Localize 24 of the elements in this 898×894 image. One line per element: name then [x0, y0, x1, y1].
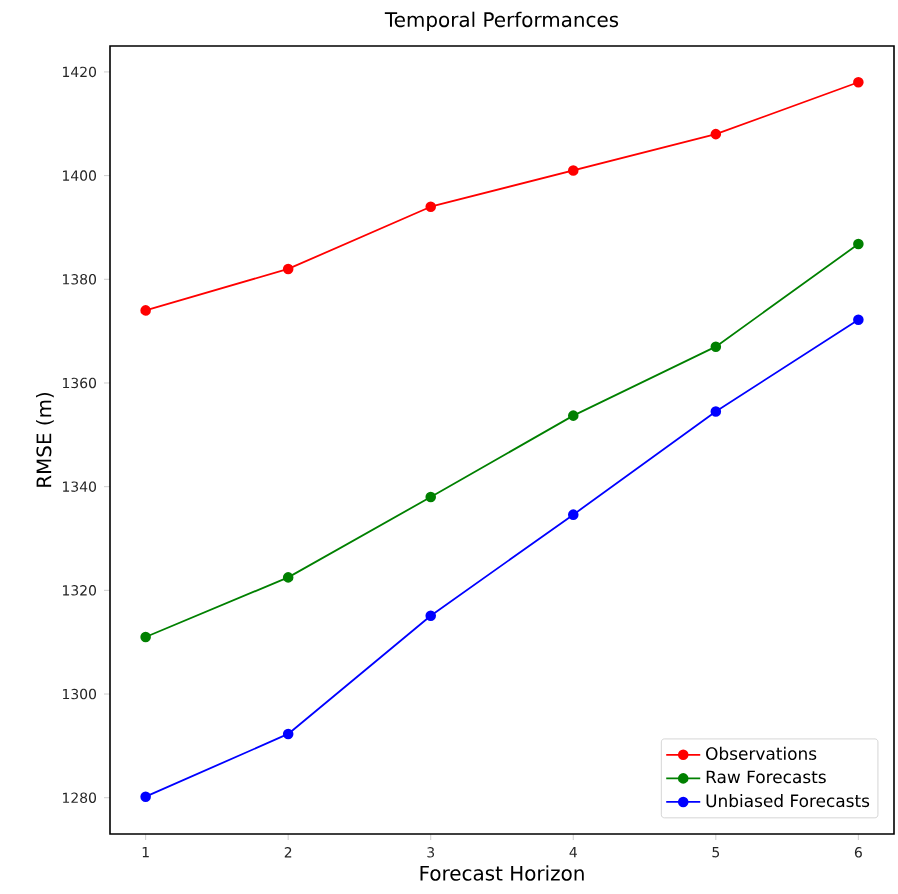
y-axis-title: RMSE (m): [36, 392, 54, 487]
point: [710, 341, 722, 352]
point: [425, 201, 437, 212]
point: [853, 238, 864, 250]
point: [710, 406, 722, 417]
point: [567, 410, 579, 421]
point: [710, 128, 722, 140]
point: [140, 791, 151, 802]
point: [282, 263, 294, 275]
legend-label: Raw Forecasts: [706, 770, 826, 784]
x-axis-title: Forecast Horizon: [420, 865, 584, 881]
legend-label: Observations: [706, 746, 817, 760]
point: [567, 165, 579, 176]
point: [282, 572, 294, 583]
legend-label: Unbiased Forecasts: [706, 794, 870, 808]
point: [282, 728, 294, 740]
point: [853, 77, 864, 88]
point: [853, 314, 864, 325]
point: [567, 509, 579, 520]
point: [425, 491, 437, 503]
chart-title: Temporal Performances: [384, 11, 619, 32]
point: [140, 631, 151, 643]
point: [140, 305, 151, 316]
point: [425, 610, 437, 622]
